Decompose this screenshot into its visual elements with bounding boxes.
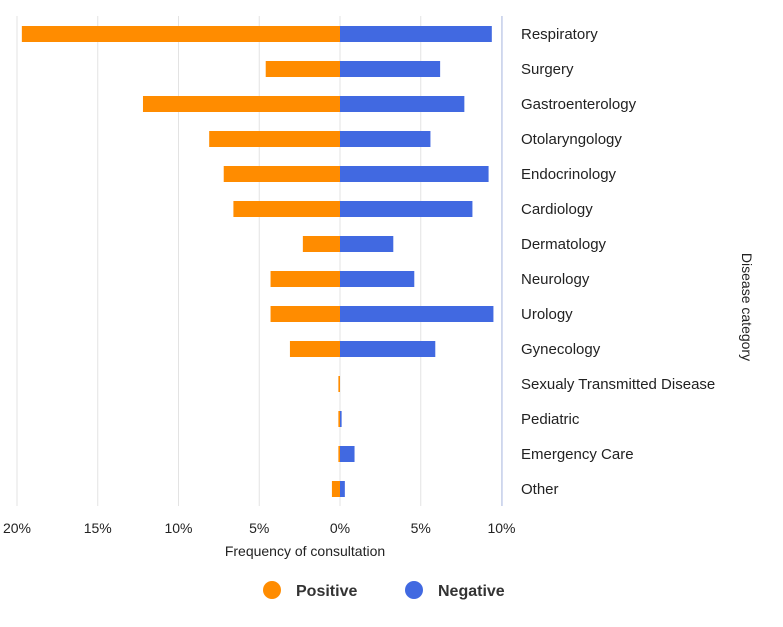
bar-positive: [331, 481, 340, 497]
bar-negative: [340, 61, 441, 77]
x-tick-label: 20%: [3, 520, 31, 536]
category-label: Neurology: [521, 271, 590, 288]
category-label: Otolaryngology: [521, 131, 622, 148]
legend-label: Positive: [296, 583, 357, 600]
bar-positive: [209, 131, 340, 147]
x-tick-label: 10%: [487, 520, 515, 536]
bar-negative: [340, 446, 355, 462]
bar-positive: [270, 306, 340, 322]
category-label: Pediatric: [521, 411, 580, 428]
bar-negative: [340, 201, 473, 217]
bar-negative: [340, 271, 415, 287]
bar-negative: [340, 481, 345, 497]
category-label: Urology: [521, 306, 573, 323]
bar-negative: [340, 411, 342, 427]
category-labels: Respiratory Surgery Gastroenterology Otolar…: [521, 26, 715, 498]
x-tick-label: 5%: [411, 520, 431, 536]
bar-positive: [338, 376, 340, 392]
category-label: Emergency Care: [521, 446, 634, 463]
bar-negative: [340, 236, 394, 252]
bar-negative: [340, 131, 431, 147]
bar-positive: [142, 96, 340, 112]
bar-negative: [340, 306, 494, 322]
category-label: Dermatology: [521, 236, 607, 253]
category-label: Sexualy Transmitted Disease: [521, 376, 715, 393]
category-label: Endocrinology: [521, 166, 617, 183]
category-label: Respiratory: [521, 26, 598, 43]
bar-positive: [223, 166, 340, 182]
legend: Positive Negative: [263, 581, 505, 600]
bar-negative: [340, 341, 436, 357]
category-label: Cardiology: [521, 201, 593, 218]
category-label: Gynecology: [521, 341, 601, 358]
bar-positive: [233, 201, 340, 217]
bar-positive: [289, 341, 340, 357]
x-tick-label: 0%: [330, 520, 350, 536]
legend-marker: [263, 581, 281, 599]
bar-positive: [338, 446, 340, 462]
bar-negative: [340, 26, 492, 42]
bar-positive: [265, 61, 340, 77]
bar-negative: [340, 96, 465, 112]
bar-positive: [21, 26, 340, 42]
legend-marker: [405, 581, 423, 599]
x-axis-title: Frequency of consultation: [225, 543, 385, 559]
category-label: Other: [521, 481, 559, 498]
y-axis-title: Disease category: [739, 253, 755, 361]
legend-label: Negative: [438, 583, 505, 600]
bars: [21, 26, 494, 497]
x-tick-label: 5%: [249, 520, 269, 536]
x-tick-labels: 20% 15% 10% 5% 0% 5% 10%: [3, 520, 516, 536]
category-label: Surgery: [521, 61, 574, 78]
x-tick-label: 15%: [84, 520, 112, 536]
bar-negative: [340, 166, 489, 182]
bar-positive: [302, 236, 340, 252]
grid-lines: [16, 16, 502, 506]
bar-positive: [338, 411, 340, 427]
category-label: Gastroenterology: [521, 96, 637, 113]
x-tick-label: 10%: [164, 520, 192, 536]
bar-positive: [270, 271, 340, 287]
